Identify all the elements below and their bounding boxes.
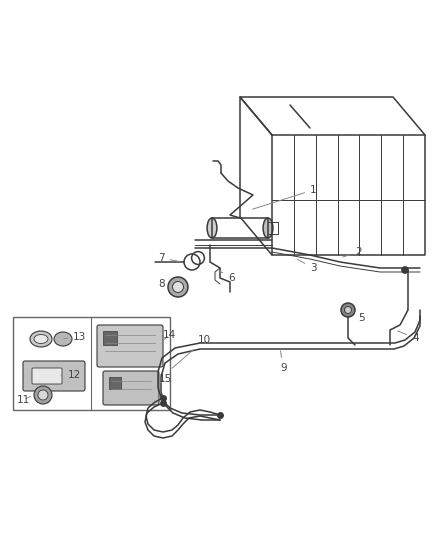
- Text: 12: 12: [61, 370, 81, 380]
- Circle shape: [34, 386, 52, 404]
- Text: 5: 5: [350, 311, 364, 323]
- Text: 1: 1: [253, 185, 317, 209]
- Ellipse shape: [263, 218, 273, 238]
- Ellipse shape: [30, 331, 52, 347]
- FancyBboxPatch shape: [103, 371, 159, 405]
- Text: 13: 13: [64, 332, 86, 342]
- Circle shape: [38, 390, 48, 400]
- Bar: [13, 317, 170, 410]
- FancyBboxPatch shape: [97, 325, 163, 367]
- Ellipse shape: [54, 332, 72, 346]
- FancyBboxPatch shape: [32, 368, 62, 384]
- Bar: [103, 331, 117, 345]
- Text: 11: 11: [17, 395, 31, 405]
- Circle shape: [168, 277, 188, 297]
- Circle shape: [173, 281, 184, 293]
- Circle shape: [341, 303, 355, 317]
- Bar: [109, 377, 121, 389]
- Ellipse shape: [207, 218, 217, 238]
- Text: 9: 9: [280, 351, 286, 373]
- Circle shape: [402, 266, 409, 273]
- Text: 14: 14: [163, 330, 176, 340]
- Text: 8: 8: [158, 279, 165, 289]
- FancyBboxPatch shape: [23, 361, 85, 391]
- Text: 3: 3: [297, 260, 317, 273]
- Circle shape: [345, 306, 352, 313]
- Text: 6: 6: [220, 271, 235, 283]
- Text: 2: 2: [343, 247, 362, 257]
- Text: 10: 10: [172, 335, 211, 368]
- Text: 15: 15: [159, 374, 172, 384]
- Text: 4: 4: [398, 331, 419, 343]
- Text: 7: 7: [158, 253, 179, 263]
- Ellipse shape: [34, 335, 48, 343]
